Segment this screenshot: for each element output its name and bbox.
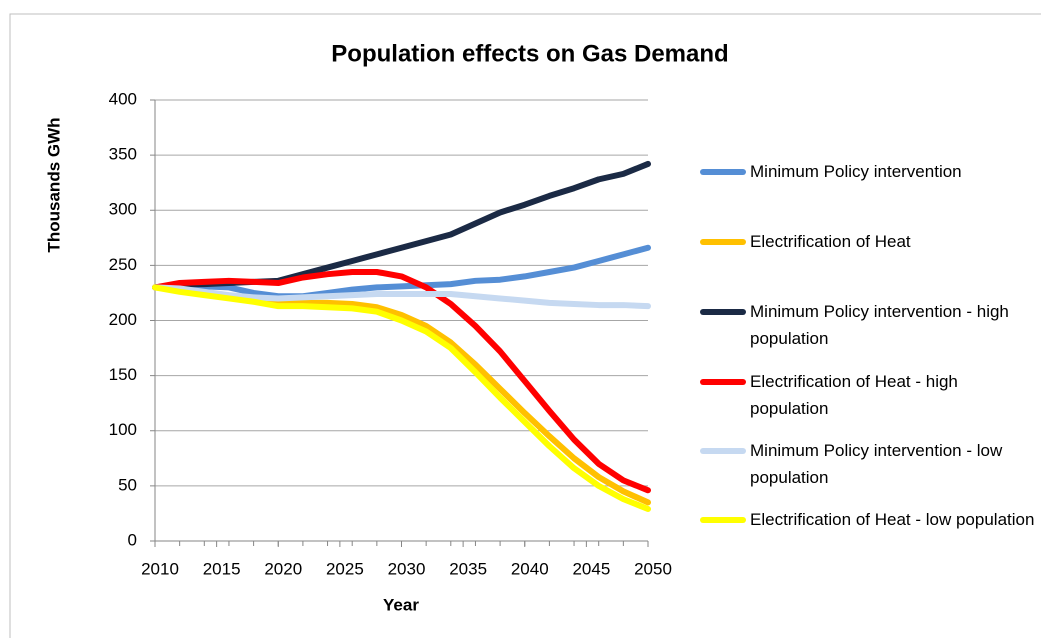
legend-item: Electrification of Heat - low population: [700, 506, 1035, 533]
y-tick-label: 350: [109, 145, 137, 164]
legend-label: Minimum Policy intervention: [750, 162, 962, 181]
legend-item: Minimum Policy intervention - low popula…: [700, 437, 1035, 491]
x-tick-label: 2010: [141, 559, 179, 578]
legend-item: Electrification of Heat: [700, 228, 1035, 255]
legend-item: Minimum Policy intervention: [700, 158, 1035, 185]
legend-label: Electrification of Heat: [750, 232, 911, 251]
y-tick-label: 400: [109, 89, 137, 108]
legend-label: Minimum Policy intervention - low popula…: [750, 441, 1003, 487]
chart-title: Population effects on Gas Demand: [331, 40, 728, 67]
legend-label: Minimum Policy intervention - high popul…: [750, 302, 1009, 348]
series-line: [152, 284, 651, 513]
y-tick-label: 150: [109, 365, 137, 384]
x-tick-label: 2045: [572, 559, 610, 578]
y-tick-label: 200: [109, 310, 137, 329]
x-tick-label: 2035: [449, 559, 487, 578]
legend-swatch: [700, 309, 746, 315]
y-tick-label: 250: [109, 255, 137, 274]
legend-swatch: [700, 239, 746, 245]
legend-swatch: [700, 379, 746, 385]
x-axis-label: Year: [383, 595, 419, 614]
y-tick-label: 100: [109, 420, 137, 439]
x-tick-label: 2030: [388, 559, 426, 578]
y-tick-label: 0: [128, 530, 137, 549]
series-line: [152, 244, 651, 300]
series-line: [152, 284, 651, 310]
x-tick-label: 2050: [634, 559, 672, 578]
legend-swatch: [700, 169, 746, 175]
legend-label: Electrification of Heat - high populatio…: [750, 372, 958, 418]
x-tick-label: 2015: [203, 559, 241, 578]
y-axis-label: Thousands GWh: [44, 117, 63, 252]
legend-swatch: [700, 448, 746, 454]
x-tick-label: 2040: [511, 559, 549, 578]
x-tick-label: 2025: [326, 559, 364, 578]
legend-swatch: [700, 517, 746, 523]
y-tick-label: 300: [109, 200, 137, 219]
legend-label: Electrification of Heat - low population: [750, 510, 1035, 529]
series-line: [152, 268, 651, 494]
legend-item: Minimum Policy intervention - high popul…: [700, 298, 1035, 352]
x-tick-label: 2020: [264, 559, 302, 578]
chart-frame: [9, 13, 1041, 638]
y-tick-label: 50: [118, 475, 137, 494]
legend-item: Electrification of Heat - high populatio…: [700, 368, 1035, 422]
